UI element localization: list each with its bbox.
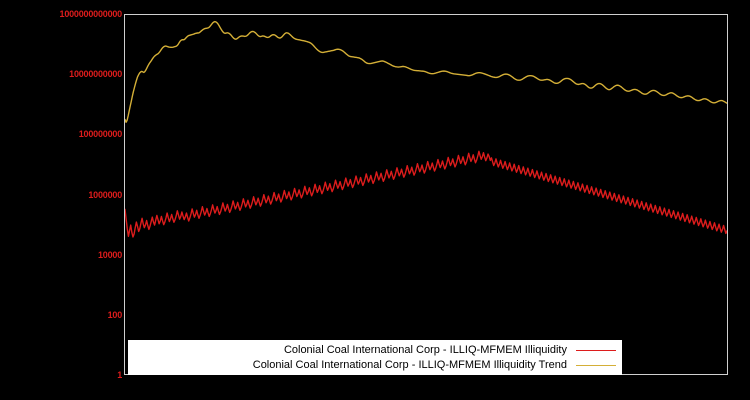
series-line-illiquidity <box>125 151 727 237</box>
chart-legend: Colonial Coal International Corp - ILLIQ… <box>128 340 622 375</box>
legend-label-illiquidity-trend: Colonial Coal International Corp - ILLIQ… <box>252 359 567 371</box>
y-axis: 1000000000000 10000000000 100000000 1000000… <box>0 0 123 400</box>
y-axis-tick-label: 100 <box>107 309 123 320</box>
y-axis-tick-label: 100000000 <box>78 129 122 140</box>
y-axis-tick-label: 1000000000000 <box>59 9 123 19</box>
legend-swatch-illiquidity-trend <box>576 364 616 366</box>
legend-item-illiquidity-trend: Colonial Coal International Corp - ILLIQ… <box>128 358 616 373</box>
y-axis-tick-label: 1 <box>117 370 122 380</box>
y-axis-tick-label: 10000 <box>97 249 122 260</box>
series-line-trend <box>125 22 727 123</box>
y-axis-tick-label: 1000000 <box>88 189 122 200</box>
plot-svg <box>125 15 727 374</box>
legend-item-illiquidity: Colonial Coal International Corp - ILLIQ… <box>128 343 616 358</box>
legend-label-illiquidity: Colonial Coal International Corp - ILLIQ… <box>283 344 567 356</box>
plot-area <box>124 14 728 375</box>
y-axis-tick-label: 10000000000 <box>69 69 122 80</box>
legend-swatch-illiquidity <box>576 349 616 351</box>
